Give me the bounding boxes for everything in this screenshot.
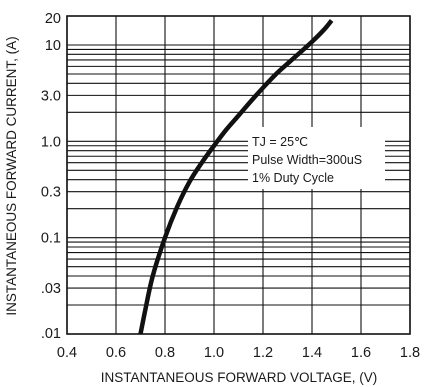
- annotation-temperature: TJ = 25℃: [252, 135, 308, 149]
- annotation-box: TJ = 25℃ Pulse Width=300uS 1% Duty Cycle: [248, 127, 385, 189]
- x-tick-labels: 0.4 0.6 0.8 1.0 1.2 1.4 1.6 1.8: [57, 345, 420, 361]
- plot-frame: [66, 15, 411, 335]
- x-tick-label: 0.4: [57, 345, 77, 361]
- y-tick-labels: .01 .03 0.1 0.3 1.0 3.0 10 20: [41, 11, 61, 342]
- forward-current-curve-0: [138, 18, 334, 335]
- y-tick-label: 0.3: [41, 185, 61, 201]
- annotation-pulse-width: Pulse Width=300uS: [252, 153, 362, 167]
- y-tick-label: .01: [41, 326, 61, 342]
- y-tick-label: 3.0: [41, 88, 61, 104]
- y-tick-label: 20: [45, 11, 61, 27]
- x-tick-label: 1.8: [400, 345, 420, 361]
- x-tick-label: 0.8: [155, 345, 175, 361]
- series-layer: [138, 18, 334, 335]
- x-tick-label: 0.6: [106, 345, 126, 361]
- x-tick-label: 1.2: [253, 345, 273, 361]
- x-tick-label: 1.0: [204, 345, 224, 361]
- y-axis-title: INSTANTANEOUS FORWARD CURRENT, (A): [4, 36, 19, 315]
- y-tick-label: 10: [45, 38, 61, 54]
- x-axis-title: INSTANTANEOUS FORWARD VOLTAGE, (V): [101, 370, 378, 385]
- x-tick-label: 1.6: [351, 345, 371, 361]
- y-tick-label: 0.1: [41, 231, 61, 247]
- y-tick-label: 1.0: [41, 134, 61, 150]
- annotation-background: [248, 127, 385, 189]
- annotation-duty-cycle: 1% Duty Cycle: [252, 171, 334, 185]
- x-tick-label: 1.4: [302, 345, 322, 361]
- y-tick-label: .03: [41, 281, 61, 297]
